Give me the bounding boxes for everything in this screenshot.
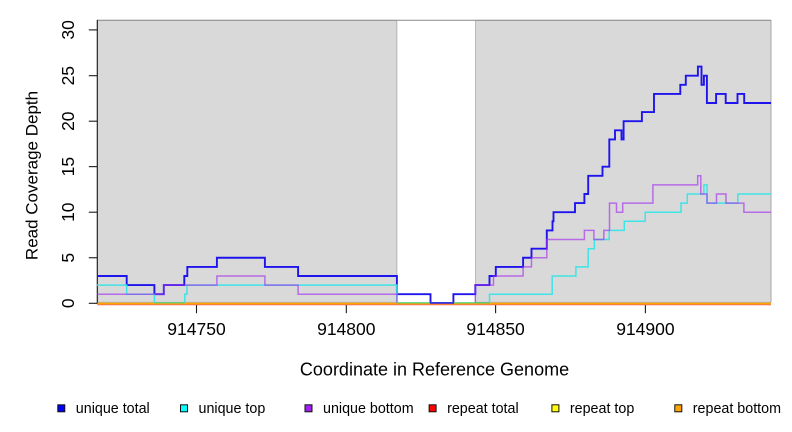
svg-text:repeat bottom: repeat bottom <box>693 401 781 417</box>
svg-text:914850: 914850 <box>466 319 525 339</box>
svg-text:repeat top: repeat top <box>570 401 634 417</box>
svg-text:unique bottom: unique bottom <box>323 401 414 417</box>
svg-text:30: 30 <box>58 20 78 40</box>
svg-text:25: 25 <box>58 66 78 85</box>
svg-text:914750: 914750 <box>167 319 226 339</box>
svg-text:repeat total: repeat total <box>447 401 519 417</box>
svg-text:5: 5 <box>58 253 78 263</box>
svg-text:Coordinate in Reference Genome: Coordinate in Reference Genome <box>300 360 569 380</box>
svg-text:914800: 914800 <box>317 319 376 339</box>
svg-text:unique total: unique total <box>76 401 150 417</box>
svg-text:unique top: unique top <box>199 401 266 417</box>
svg-text:914900: 914900 <box>616 319 675 339</box>
svg-text:0: 0 <box>58 298 78 308</box>
svg-text:20: 20 <box>58 111 78 131</box>
svg-text:Read Coverage Depth: Read Coverage Depth <box>23 91 42 260</box>
svg-text:10: 10 <box>58 202 78 222</box>
svg-text:15: 15 <box>58 157 78 176</box>
